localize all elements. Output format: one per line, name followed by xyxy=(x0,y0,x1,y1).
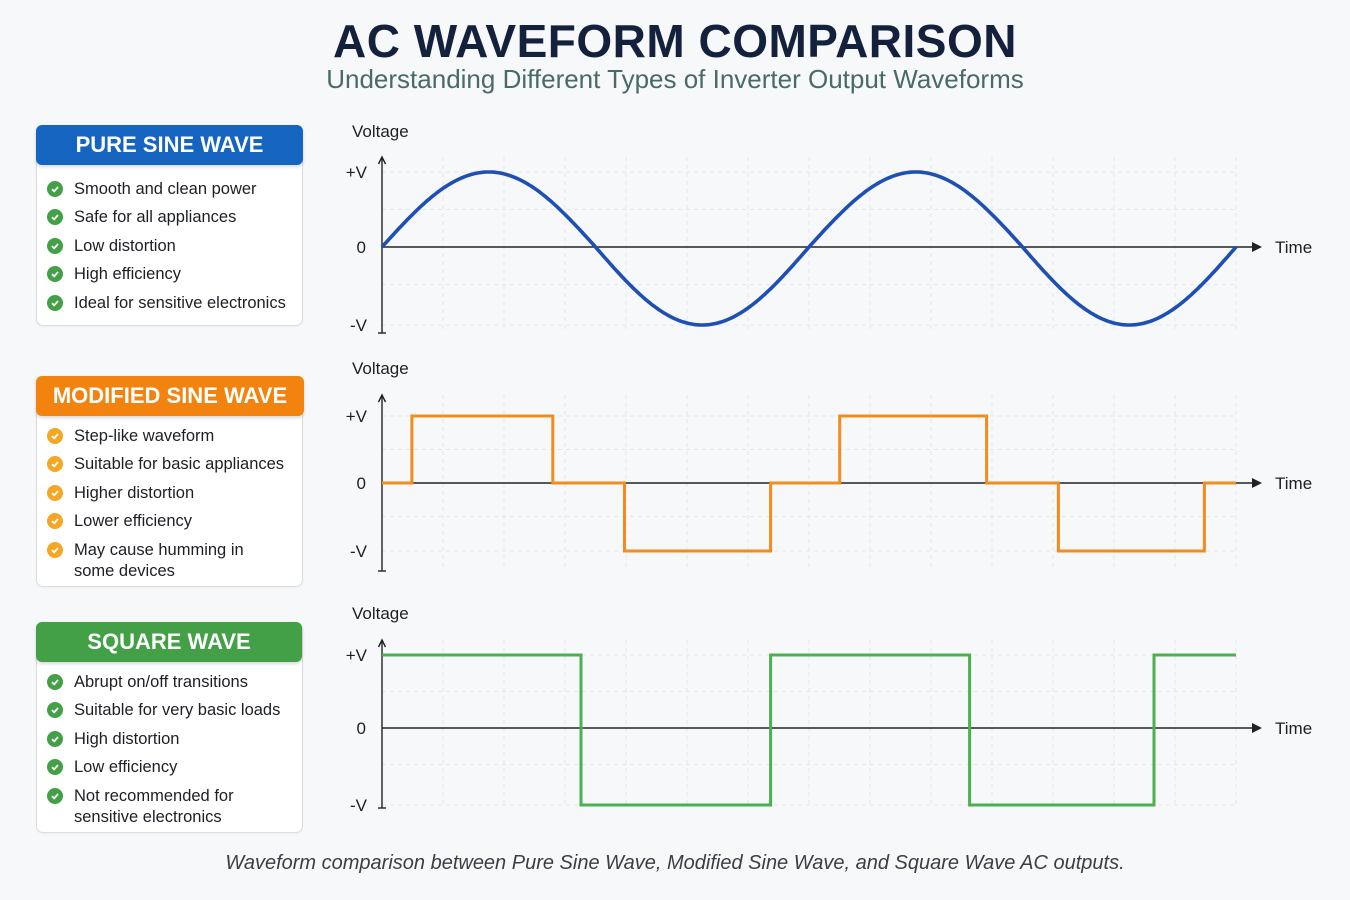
y-axis-arrow-icon xyxy=(377,638,387,648)
feature-item: High distortion xyxy=(47,729,297,750)
modified-sine-card-title: MODIFIED SINE WAVE xyxy=(52,383,288,408)
y-tick-label: -V xyxy=(350,542,368,561)
feature-text: Step-like waveform xyxy=(74,427,215,445)
square-wave-card-header: SQUARE WAVE xyxy=(36,622,302,662)
modified-sine-feature-list: Step-like waveform Suitable for basic ap… xyxy=(47,426,297,589)
square-wave-card-title: SQUARE WAVE xyxy=(87,629,251,654)
square-wave-feature-list: Abrupt on/off transitions Suitable for v… xyxy=(47,672,297,835)
feature-text: High efficiency xyxy=(74,265,182,284)
x-axis-arrow-icon xyxy=(1252,242,1262,252)
feature-item: Smooth and clean power xyxy=(47,179,286,200)
x-axis-arrow-icon xyxy=(1252,723,1262,733)
feature-text: Not recommended for sensitive electronic… xyxy=(74,786,234,826)
feature-item: Ideal for sensitive electronics xyxy=(47,293,286,314)
feature-item: Not recommended for sensitive electronic… xyxy=(47,786,247,828)
y-tick-label: 0 xyxy=(357,238,366,257)
square-wave-card: SQUARE WAVE Abrupt on/off transitions Su… xyxy=(36,622,303,833)
x-axis-label: Time xyxy=(1275,474,1312,493)
modified-sine-wave-series xyxy=(382,414,1236,553)
pure-sine-feature-list: Smooth and clean power Safe for all appl… xyxy=(47,179,286,321)
y-tick-label: -V xyxy=(350,796,368,815)
x-axis-label: Time xyxy=(1275,719,1312,738)
check-icon xyxy=(47,730,63,747)
check-icon xyxy=(47,787,63,804)
feature-item: Step-like waveform xyxy=(47,426,297,447)
y-tick-label: -V xyxy=(350,316,368,335)
figure-caption: Waveform comparison between Pure Sine Wa… xyxy=(225,852,1125,874)
feature-item: Higher distortion xyxy=(47,483,297,504)
page-title: AC WAVEFORM COMPARISON xyxy=(333,15,1017,67)
y-axis-arrow-icon xyxy=(377,393,387,403)
y-axis-label: Voltage xyxy=(352,359,409,378)
feature-item: Low distortion xyxy=(47,236,286,257)
check-icon xyxy=(47,702,63,719)
y-tick-label: +V xyxy=(346,163,368,182)
feature-text: Safe for all appliances xyxy=(74,208,237,227)
check-icon xyxy=(47,294,63,311)
check-icon xyxy=(47,266,63,283)
check-icon xyxy=(47,237,63,254)
feature-text: May cause humming in some devices xyxy=(74,540,244,580)
check-icon xyxy=(47,428,63,444)
feature-item: High efficiency xyxy=(47,264,286,285)
pure-sine-card: PURE SINE WAVE Smooth and clean power Sa… xyxy=(36,125,303,326)
check-icon xyxy=(47,456,63,473)
y-tick-label: 0 xyxy=(357,474,366,493)
sine-wave-series xyxy=(380,170,1238,327)
feature-item: Safe for all appliances xyxy=(47,207,286,228)
y-tick-label: +V xyxy=(346,407,368,426)
y-tick-label: +V xyxy=(346,646,368,665)
x-axis-label: Time xyxy=(1275,238,1312,257)
check-icon xyxy=(47,181,63,197)
feature-text: Abrupt on/off transitions xyxy=(74,673,248,691)
check-icon xyxy=(47,209,63,226)
pure-sine-card-header: PURE SINE WAVE xyxy=(36,125,303,165)
modified-sine-card-header: MODIFIED SINE WAVE xyxy=(36,376,304,416)
check-icon xyxy=(47,759,63,776)
pure-sine-card-title: PURE SINE WAVE xyxy=(75,132,264,157)
check-icon xyxy=(47,484,63,501)
y-axis-label: Voltage xyxy=(352,122,409,141)
feature-item: May cause humming in some devices xyxy=(47,540,247,582)
feature-text: Low distortion xyxy=(74,236,176,255)
y-tick-label: 0 xyxy=(357,719,366,738)
page-subtitle: Understanding Different Types of Inverte… xyxy=(326,64,1024,94)
feature-text: Suitable for basic appliances xyxy=(74,455,285,474)
y-axis-arrow-icon xyxy=(377,155,387,165)
feature-text: Lower efficiency xyxy=(74,512,193,531)
feature-text: Smooth and clean power xyxy=(74,180,257,198)
feature-item: Lower efficiency xyxy=(47,511,297,532)
feature-item: Suitable for basic appliances xyxy=(47,454,297,475)
feature-item: Abrupt on/off transitions xyxy=(47,672,297,693)
feature-item: Low efficiency xyxy=(47,757,297,778)
check-icon xyxy=(47,513,63,530)
square-wave-series xyxy=(382,653,1236,807)
check-icon xyxy=(47,674,63,690)
feature-text: Suitable for very basic loads xyxy=(74,701,281,720)
x-axis-arrow-icon xyxy=(1252,478,1262,488)
check-icon xyxy=(47,541,63,558)
y-axis-label: Voltage xyxy=(352,604,409,623)
feature-item: Suitable for very basic loads xyxy=(47,700,297,721)
feature-text: Higher distortion xyxy=(74,483,195,502)
feature-text: High distortion xyxy=(74,729,180,748)
feature-text: Ideal for sensitive electronics xyxy=(74,293,286,312)
modified-sine-card: MODIFIED SINE WAVE Step-like waveform Su… xyxy=(36,376,304,589)
feature-text: Low efficiency xyxy=(74,758,178,777)
